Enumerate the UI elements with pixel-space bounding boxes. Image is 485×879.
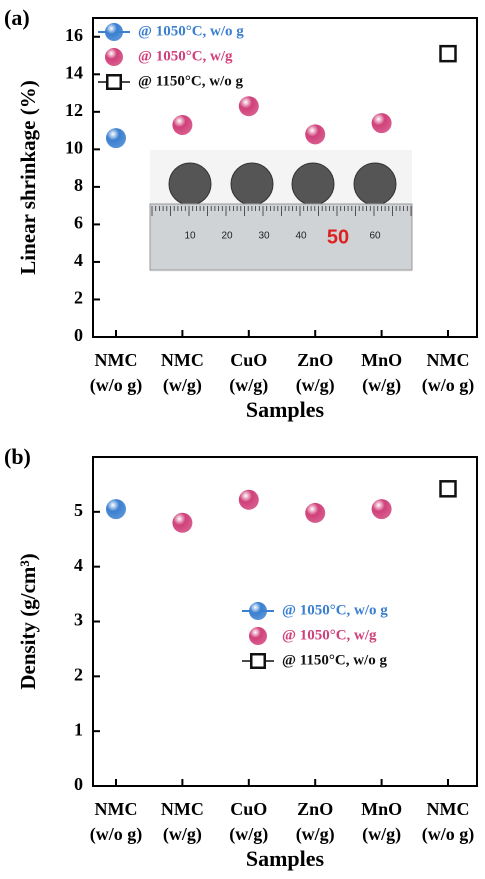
marker	[172, 114, 193, 135]
y-tick-label: 3	[74, 610, 83, 630]
x-axis-label: Samples	[246, 397, 325, 422]
ruler-label: 30	[258, 231, 270, 242]
marker	[305, 124, 326, 145]
plot-frame	[92, 17, 478, 338]
y-axis-label: Density (g/cm³)	[16, 553, 40, 689]
x-axis-label: Samples	[246, 846, 325, 871]
legend-label: @ 1150°C, w/o g	[282, 652, 387, 668]
x-tick-label: ZnO	[297, 799, 333, 819]
x-tick-label: (w/o g)	[422, 824, 475, 845]
marker	[439, 44, 457, 63]
y-tick-label: 12	[65, 100, 83, 120]
x-tick-label: NMC	[161, 350, 204, 370]
x-tick-label: ZnO	[297, 350, 333, 370]
y-tick-label: 10	[65, 137, 83, 157]
x-tick-label: MnO	[361, 799, 402, 819]
plot-frame	[92, 456, 478, 787]
ruler	[149, 203, 413, 271]
x-tick-label: (w/g)	[163, 824, 202, 845]
x-tick-label: NMC	[95, 350, 138, 370]
sample-disc	[353, 162, 397, 206]
x-tick-label: NMC	[427, 799, 470, 819]
x-tick-label: CuO	[230, 350, 267, 370]
sample-disc	[230, 162, 274, 206]
x-tick-label: (w/o g)	[422, 375, 475, 396]
x-tick-label: (w/g)	[296, 375, 335, 396]
y-tick-label: 16	[65, 25, 83, 45]
marker	[106, 499, 126, 520]
x-tick-label: (w/o g)	[90, 824, 143, 845]
marker	[371, 113, 392, 134]
legend-marker	[250, 653, 266, 669]
x-tick-label: NMC	[427, 350, 470, 370]
legend-marker	[249, 602, 267, 620]
marker	[238, 489, 259, 510]
marker	[238, 96, 259, 117]
legend-marker	[106, 74, 122, 90]
x-tick-label: (w/g)	[229, 375, 268, 396]
x-tick-label: CuO	[230, 799, 267, 819]
sample-disc	[291, 162, 335, 206]
x-tick-label: (w/g)	[296, 824, 335, 845]
y-tick-label: 2	[74, 288, 83, 308]
y-axis-label: Linear shrinkage (%)	[16, 80, 40, 274]
ruler-label: 20	[221, 231, 233, 242]
x-tick-label: NMC	[95, 799, 138, 819]
panel-label: (b)	[4, 444, 31, 469]
legend-marker	[105, 48, 123, 66]
y-tick-label: 0	[74, 774, 83, 794]
ruler-label: 50	[327, 226, 349, 248]
x-tick-label: MnO	[361, 350, 402, 370]
marker	[439, 480, 457, 498]
y-tick-label: 4	[74, 250, 83, 270]
legend-label: @ 1050°C, w/o g	[138, 23, 244, 39]
marker	[305, 502, 326, 523]
legend-label: @ 1050°C, w/g	[138, 48, 233, 64]
y-tick-label: 8	[74, 175, 83, 195]
y-tick-label: 14	[65, 62, 83, 82]
ruler-label: 40	[295, 231, 307, 242]
x-tick-label: (w/g)	[362, 375, 401, 396]
panel-label: (a)	[4, 5, 30, 30]
legend-label: @ 1050°C, w/o g	[282, 602, 388, 618]
y-tick-label: 6	[74, 213, 83, 233]
x-tick-label: (w/g)	[163, 375, 202, 396]
y-tick-label: 0	[74, 325, 83, 345]
marker	[371, 499, 392, 520]
x-tick-label: (w/g)	[229, 824, 268, 845]
marker	[106, 128, 126, 149]
y-tick-label: 1	[74, 719, 83, 739]
legend-marker	[249, 627, 267, 645]
legend-label: @ 1150°C, w/o g	[138, 73, 243, 89]
y-tick-label: 2	[74, 664, 83, 684]
ruler-label: 60	[369, 231, 381, 242]
ruler-label: 10	[184, 231, 196, 242]
legend-marker	[105, 23, 123, 41]
x-tick-label: (w/o g)	[90, 375, 143, 396]
x-tick-label: NMC	[161, 799, 204, 819]
sample-disc	[168, 162, 212, 206]
y-tick-label: 5	[74, 500, 83, 520]
marker	[172, 512, 193, 533]
y-tick-label: 4	[74, 555, 83, 575]
legend-label: @ 1050°C, w/g	[282, 627, 377, 643]
x-tick-label: (w/g)	[362, 824, 401, 845]
